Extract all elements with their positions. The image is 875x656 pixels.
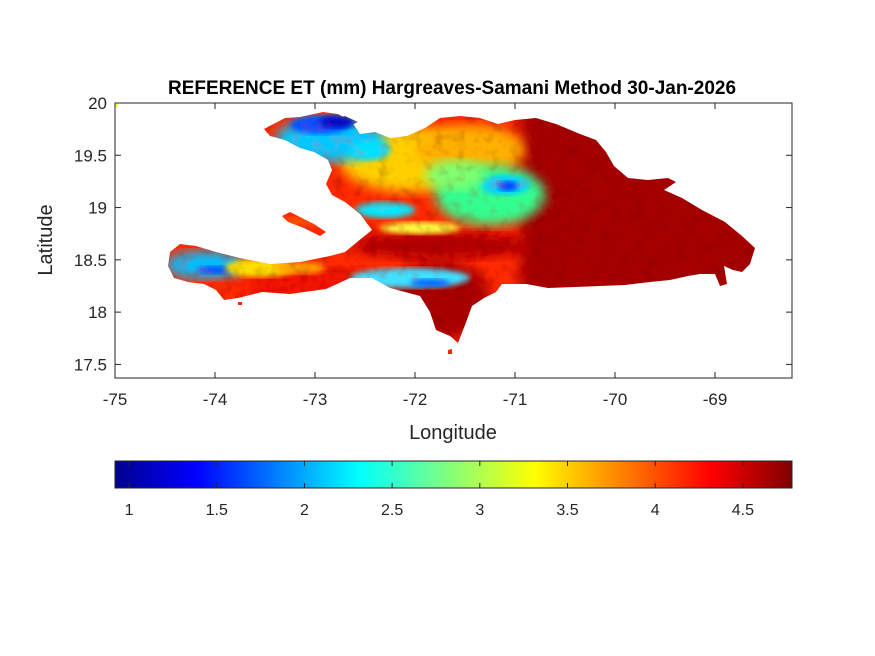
colorbar-tick-label: 3 — [475, 502, 484, 519]
y-tick-label: 18 — [88, 303, 107, 322]
corner-pixel — [115, 104, 117, 107]
y-tick-label: 20 — [88, 94, 107, 113]
y-tick-label: 17.5 — [74, 355, 107, 374]
x-tick-label: -70 — [603, 390, 628, 409]
y-tick-label: 19 — [88, 199, 107, 218]
x-axis-label: Longitude — [409, 422, 497, 444]
colorbar-tick-label: 4.5 — [732, 502, 754, 519]
colorbar-tick-label: 2.5 — [381, 502, 403, 519]
x-tick-label: -73 — [303, 390, 328, 409]
x-tick-label: -75 — [103, 390, 128, 409]
colorbar-tick-label: 4 — [651, 502, 660, 519]
colorbar — [114, 460, 793, 489]
x-axis: -75 -74 -73 -72 -71 -70 -69 — [103, 103, 728, 409]
x-tick-label: -72 — [403, 390, 428, 409]
chart-title: REFERENCE ET (mm) Hargreaves-Samani Meth… — [168, 78, 736, 99]
y-tick-label: 18.5 — [74, 251, 107, 270]
colorbar-tick-label: 1.5 — [206, 502, 228, 519]
colorbar-ticks: 1 1.5 2 2.5 3 3.5 4 4.5 — [125, 461, 754, 519]
y-axis-label: Latitude — [35, 204, 57, 275]
x-tick-label: -74 — [203, 390, 228, 409]
y-axis: 17.5 18 18.5 19 19.5 20 — [74, 94, 792, 374]
y-tick-label: 19.5 — [74, 146, 107, 165]
x-tick-label: -71 — [503, 390, 528, 409]
colorbar-tick-label: 2 — [300, 502, 309, 519]
colorbar-tick-label: 1 — [125, 502, 134, 519]
x-tick-label: -69 — [703, 390, 728, 409]
colorbar-tick-label: 3.5 — [556, 502, 578, 519]
